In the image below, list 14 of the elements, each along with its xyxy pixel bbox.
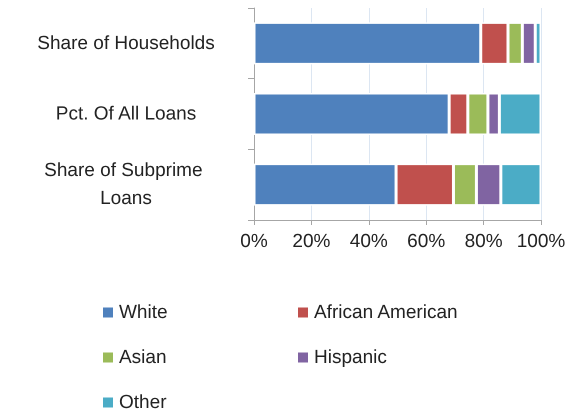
y-tick-label: Share of Subprime Loans xyxy=(44,160,208,210)
legend-label: White xyxy=(119,302,168,323)
y-tick-label: Pct. Of All Loans xyxy=(56,104,196,124)
x-tick-label: 100% xyxy=(516,231,566,252)
x-tick-label: 40% xyxy=(350,231,388,252)
legend-label: Asian xyxy=(119,347,167,368)
y-tick-label: Share of Households xyxy=(37,32,215,54)
legend-label: Hispanic xyxy=(314,347,387,368)
x-tick-label: 20% xyxy=(292,231,331,252)
legend-label: African American xyxy=(314,302,458,323)
x-tick-label: 60% xyxy=(407,231,446,252)
legend-label: Other xyxy=(119,392,168,413)
x-tick-label: 80% xyxy=(464,231,503,252)
x-tick-label: 0% xyxy=(240,231,268,252)
